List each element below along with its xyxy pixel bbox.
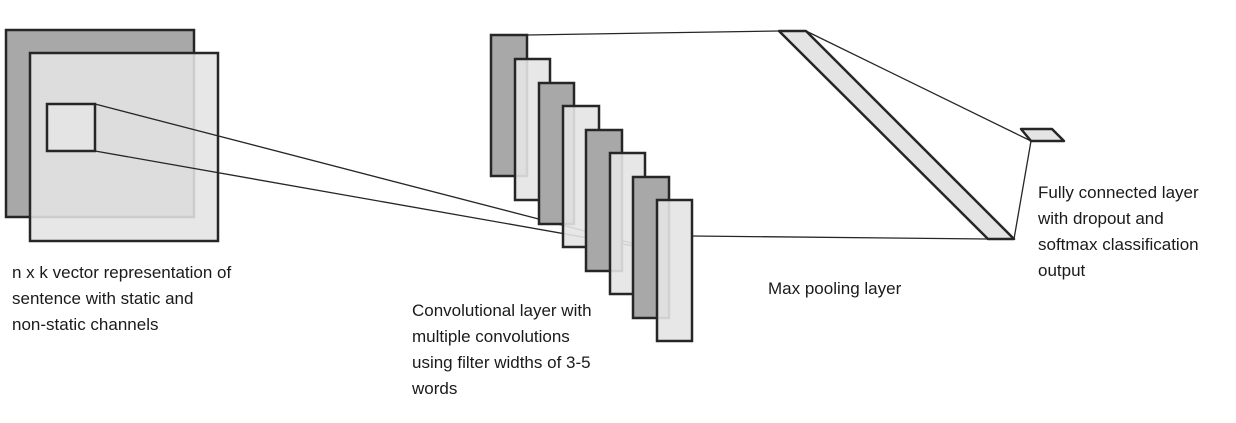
conv-pool-line-bottom	[691, 235, 989, 240]
fully-connected-label: Fully connected layer with dropout and s…	[1038, 183, 1199, 280]
convolution-label: Convolutional layer with multiple convol…	[412, 301, 592, 398]
pool-output-line-bottom	[1013, 140, 1032, 240]
conv-to-pooling-lines	[526, 30, 989, 240]
input-matrix	[4, 28, 220, 243]
feature-map	[655, 198, 694, 343]
fully-connected-output	[1019, 127, 1066, 143]
conv-pool-line-top	[526, 30, 780, 36]
filter-window	[45, 102, 97, 153]
input-label: n x k vector representation of sentence …	[12, 263, 232, 334]
pool-output-line-top	[805, 30, 1032, 142]
max-pooling-layer	[777, 29, 1016, 241]
convolutional-layer	[489, 33, 694, 343]
pooling-to-output-lines	[805, 30, 1032, 240]
pooling-label: Max pooling layer	[768, 279, 902, 298]
